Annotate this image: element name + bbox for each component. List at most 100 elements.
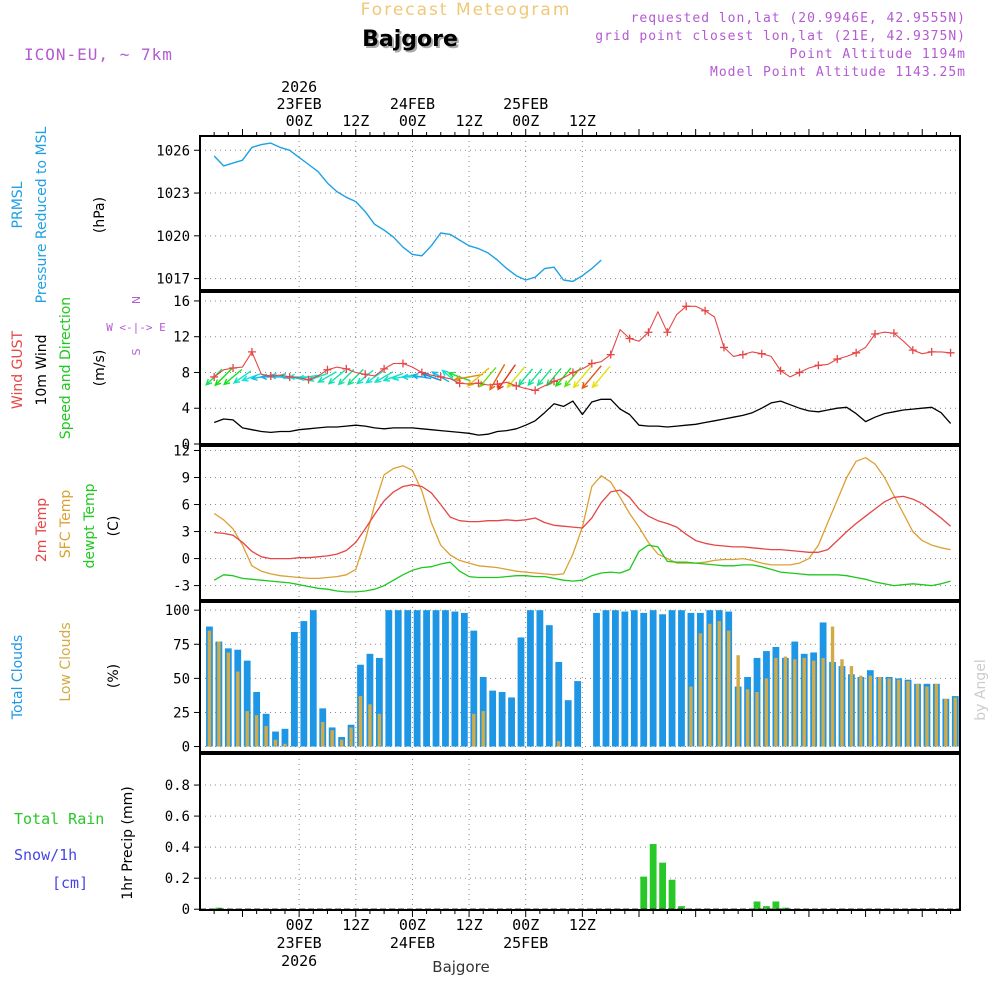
low-cloud-bar bbox=[358, 696, 363, 747]
total-cloud-bar bbox=[394, 610, 402, 747]
wind-gust-marker bbox=[644, 328, 653, 337]
total-cloud-bar bbox=[621, 611, 629, 747]
wind-arrow-shaft bbox=[214, 368, 233, 386]
total-cloud-bar bbox=[536, 610, 544, 747]
total-cloud-bar bbox=[508, 697, 515, 747]
total-cloud-bar bbox=[470, 630, 478, 747]
wind-arrow-shaft bbox=[573, 366, 592, 388]
xtick-label-top: 12Z bbox=[456, 112, 483, 130]
total-cloud-bar bbox=[451, 611, 459, 747]
wind-arrow-head bbox=[441, 369, 449, 377]
wind-arrow-shaft bbox=[592, 366, 611, 388]
wind-gust-marker bbox=[493, 380, 502, 389]
wind-arrow-shaft bbox=[454, 373, 484, 381]
wind-gust-marker bbox=[625, 334, 634, 343]
wind-arrow-shaft bbox=[242, 372, 262, 381]
wind-arrow-shaft bbox=[546, 367, 562, 386]
wind-arrow-head bbox=[536, 379, 544, 387]
ytick-label-precip: 0.8 bbox=[165, 778, 190, 794]
wind-gust-marker bbox=[304, 375, 313, 384]
wind-arrow-head bbox=[489, 383, 496, 391]
wind-arrow-head bbox=[222, 378, 231, 386]
wind-arrow-head bbox=[453, 375, 461, 382]
ytick-label-wind: 8 bbox=[182, 365, 190, 381]
wind-gust-marker bbox=[833, 355, 842, 364]
low-cloud-bar bbox=[906, 681, 910, 747]
wind-gust-marker bbox=[587, 359, 596, 368]
wind-arrow bbox=[517, 368, 534, 387]
wind-arrow bbox=[214, 368, 233, 387]
ylabel-dewpt-temp: dewpt Temp bbox=[82, 483, 98, 568]
date-label-bottom: 23FEB bbox=[277, 934, 322, 952]
ylabel-sfc-temp: SFC Temp bbox=[58, 490, 74, 559]
panel-frame-clouds bbox=[199, 601, 961, 753]
total-cloud-bar bbox=[281, 728, 289, 747]
ylabel-unit-percent: (%) bbox=[106, 664, 122, 688]
wind-arrow-head bbox=[447, 371, 455, 378]
wind-arrow bbox=[453, 373, 484, 382]
wind-arrow bbox=[572, 366, 592, 389]
precip-bars bbox=[200, 844, 960, 910]
compass-south: S bbox=[130, 348, 143, 355]
total-cloud-bar bbox=[517, 637, 525, 747]
low-cloud-bar bbox=[254, 715, 259, 747]
xtick-label-top: 12Z bbox=[342, 112, 369, 130]
low-cloud-bar bbox=[245, 711, 249, 747]
wind-arrow-head bbox=[527, 378, 535, 387]
low-cloud-bar bbox=[321, 722, 325, 747]
low-cloud-bar bbox=[698, 633, 703, 747]
low-cloud-bar bbox=[745, 689, 750, 747]
low-cloud-bar bbox=[783, 656, 788, 747]
ylabel-total-clouds: Total Clouds bbox=[10, 635, 26, 720]
total-cloud-bar bbox=[574, 681, 582, 747]
low-cloud-bar bbox=[339, 739, 344, 747]
wind-arrow bbox=[337, 369, 355, 386]
wind-arrow-head bbox=[356, 377, 364, 385]
wind-arrow-head bbox=[373, 376, 382, 383]
wind-arrow-shaft bbox=[366, 370, 384, 384]
low-cloud-bar bbox=[925, 686, 929, 747]
wind-gust-marker bbox=[436, 372, 445, 381]
wind-arrows bbox=[205, 363, 611, 391]
ytick-label-temperature: 3 bbox=[182, 525, 190, 541]
wind-arrow bbox=[591, 366, 611, 389]
wind-arrow-shaft bbox=[489, 363, 506, 390]
total-cloud-bar bbox=[423, 610, 430, 747]
total-cloud-bar bbox=[489, 690, 497, 747]
wind-arrow-head bbox=[232, 377, 241, 384]
ylabel-low-clouds: Low Clouds bbox=[58, 622, 74, 701]
dewpt-temp-line bbox=[213, 544, 951, 593]
wind-arrow-shaft bbox=[338, 369, 355, 385]
wind-gust-marker bbox=[852, 348, 861, 357]
low-cloud-bar bbox=[557, 741, 561, 747]
wind-gust-marker bbox=[814, 361, 823, 370]
wind-arrow-shaft bbox=[223, 368, 243, 385]
rain-bar bbox=[668, 879, 676, 910]
low-cloud-bar bbox=[830, 626, 835, 747]
low-cloud-bar bbox=[273, 739, 278, 747]
wind-arrow-shaft bbox=[318, 371, 337, 383]
wind-gust-marker bbox=[757, 349, 766, 358]
ytick-label-temperature: 9 bbox=[182, 471, 190, 487]
xtick-label-top: 00Z bbox=[512, 112, 539, 130]
requested-coords: requested lon,lat (20.9946E, 42.9555N) bbox=[631, 11, 966, 26]
year-label-bottom: 2026 bbox=[281, 952, 317, 970]
rain-bar bbox=[763, 906, 770, 910]
wind-arrow bbox=[327, 369, 346, 385]
total-cloud-bar bbox=[545, 625, 553, 747]
wind-arrow bbox=[365, 370, 384, 384]
wind-gust-marker bbox=[776, 366, 785, 375]
wind-arrow bbox=[410, 372, 432, 380]
wind-gust-marker bbox=[568, 368, 577, 377]
wind-arrow-head bbox=[205, 378, 213, 386]
wind-gust-marker bbox=[946, 348, 955, 357]
wind-arrow-head bbox=[517, 379, 525, 387]
wind-arrow-head bbox=[572, 381, 580, 389]
ytick-label-clouds: 0 bbox=[182, 740, 190, 756]
total-cloud-bar bbox=[527, 610, 534, 747]
low-cloud-bar bbox=[755, 692, 759, 747]
total-cloud-bar bbox=[593, 612, 600, 747]
wind-gust-marker bbox=[455, 379, 464, 388]
low-cloud-bar bbox=[915, 683, 920, 747]
date-label-bottom: 25FEB bbox=[503, 934, 548, 952]
